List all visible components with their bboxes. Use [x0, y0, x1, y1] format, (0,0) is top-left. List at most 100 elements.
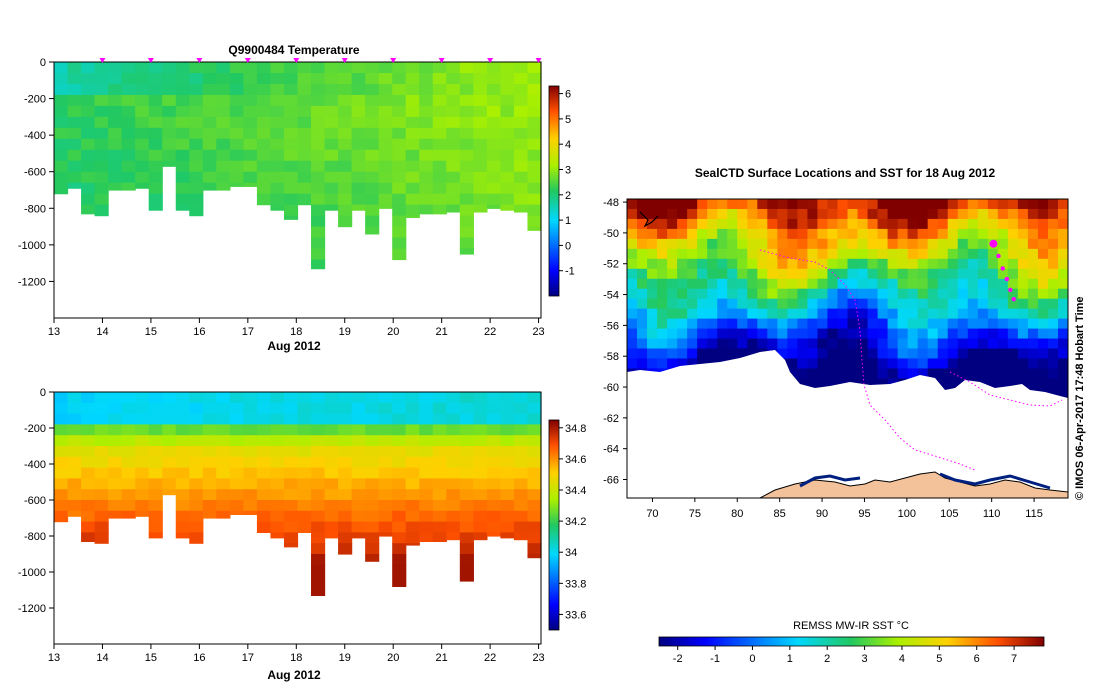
sst-cell	[1027, 268, 1039, 280]
sst-cell	[707, 238, 718, 250]
sst-cell	[817, 298, 829, 310]
sst-cell	[1037, 228, 1049, 240]
profile-cell	[392, 456, 407, 469]
profile-cell	[311, 83, 326, 96]
profile-cell	[297, 435, 312, 447]
profile-cell	[54, 467, 69, 479]
profile-cell	[527, 94, 542, 107]
profile-cell	[81, 94, 96, 107]
profile-cell	[229, 467, 244, 479]
profile-cell	[67, 392, 82, 404]
sst-cell	[967, 328, 979, 340]
sst-cell	[927, 218, 939, 230]
x-tick-label: 13	[48, 652, 60, 664]
sst-cell	[757, 228, 768, 240]
profile-cell	[365, 532, 380, 544]
profile-cell	[297, 160, 312, 173]
sst-cell	[1037, 348, 1049, 360]
profile-cell	[94, 94, 109, 107]
sst-cell	[677, 348, 688, 360]
profile-cell	[351, 446, 366, 458]
profile-cell	[324, 446, 339, 458]
profile-cell	[175, 193, 190, 206]
sst-cell	[947, 378, 959, 389]
profile-cell	[419, 456, 434, 469]
profile-cell	[473, 510, 488, 523]
sst-cell	[957, 228, 969, 240]
profile-cell	[94, 72, 109, 85]
profile-cell	[473, 392, 488, 404]
sst-cell	[727, 318, 738, 330]
profile-cell	[405, 456, 420, 469]
sst-cell	[1057, 238, 1068, 250]
profile-cell	[54, 149, 69, 162]
profile-cell	[256, 424, 272, 436]
sst-cell	[867, 258, 879, 270]
profile-cell	[162, 116, 177, 129]
sst-cell	[827, 199, 839, 210]
profile-cell	[311, 500, 326, 512]
profile-cell	[94, 160, 109, 173]
sst-cell	[697, 248, 708, 260]
sst-cell	[867, 348, 879, 360]
profile-cell	[162, 424, 177, 436]
profile-cell	[202, 456, 217, 469]
sst-cell	[907, 258, 919, 270]
sst-cell	[957, 199, 969, 210]
profile-cell	[283, 215, 299, 220]
profile-cell	[500, 446, 515, 458]
sst-cell	[997, 238, 1009, 250]
sst-cell	[797, 308, 809, 320]
sst-cell	[637, 338, 648, 350]
profile-cell	[67, 171, 82, 184]
sst-cell	[1017, 298, 1029, 310]
sst-cell	[677, 298, 688, 310]
sst-cell	[1027, 298, 1039, 310]
sst-cell	[847, 328, 859, 340]
profile-cell	[473, 500, 488, 512]
sst-cell	[757, 268, 768, 280]
profile-cell	[297, 105, 312, 118]
profile-cell	[121, 489, 136, 501]
profile-cell	[446, 413, 461, 425]
x-tick-label: 16	[193, 326, 205, 338]
profile-cell	[378, 489, 393, 501]
profile-cell	[135, 83, 150, 96]
profile-cell	[324, 127, 339, 140]
sst-cell	[637, 348, 648, 360]
profile-cell	[256, 402, 272, 415]
sst-cell	[717, 348, 728, 360]
profile-cell	[270, 510, 285, 523]
sst-cell	[817, 278, 829, 290]
profile-cell	[162, 456, 177, 469]
profile-cell	[270, 171, 285, 184]
sst-cell	[647, 308, 658, 320]
sst-cell	[697, 238, 708, 250]
sst-cell	[687, 288, 698, 300]
sst-cell	[747, 328, 758, 340]
sst-cell	[997, 298, 1009, 310]
profile-cell	[256, 72, 272, 85]
profile-cell	[54, 127, 69, 140]
sst-cell	[947, 258, 959, 270]
profile-cell	[324, 478, 339, 490]
sst-cell	[1047, 278, 1059, 290]
sst-cell	[997, 378, 1009, 389]
profile-cell	[500, 467, 515, 479]
sst-cell	[707, 318, 718, 330]
profile-cell	[162, 489, 177, 496]
profile-cell	[486, 116, 502, 129]
sst-cell	[967, 308, 979, 320]
temperature-cells	[54, 62, 542, 270]
profile-cell	[473, 83, 488, 96]
sst-cell	[667, 268, 678, 280]
profile-cell	[297, 182, 312, 195]
y-tick-label: -1200	[18, 276, 46, 288]
profile-cell	[135, 413, 150, 425]
profile-cell	[135, 478, 150, 490]
sst-cell	[927, 328, 939, 340]
profile-cell	[500, 402, 515, 415]
profile-cell	[229, 435, 244, 447]
profile-cell	[311, 424, 326, 436]
profile-cell	[108, 500, 123, 512]
